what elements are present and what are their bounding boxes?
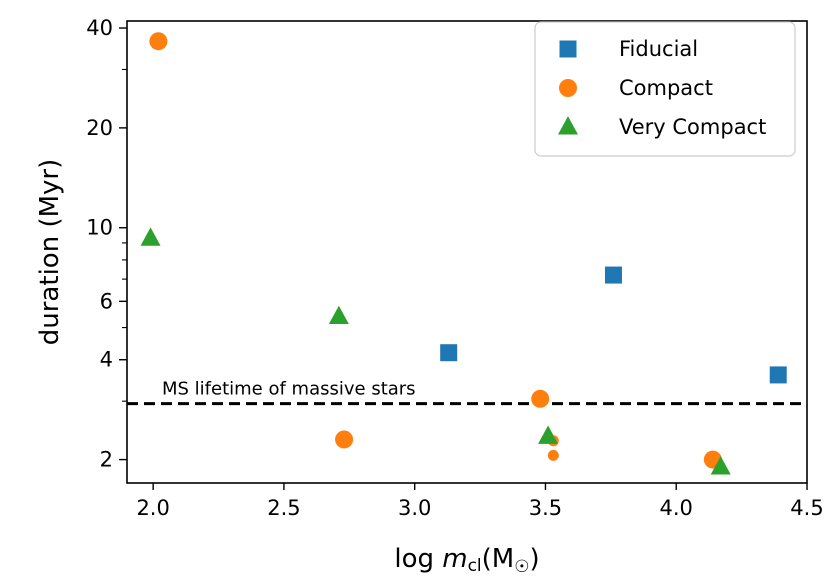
x-tick-label: 2.5 <box>267 496 300 520</box>
legend-items: Fiducial Compact Very Compact <box>558 37 766 139</box>
legend-marker-very-compact <box>558 116 578 135</box>
legend-label-fiducial: Fiducial <box>619 37 698 61</box>
x-tick-label: 3.0 <box>398 496 431 520</box>
hline-layer: MS lifetime of massive stars <box>127 379 807 406</box>
x-tick-label: 4.5 <box>790 496 823 520</box>
x-axis-title: log mcl(M☉) <box>394 544 539 577</box>
x-axis: 2.0 2.5 3.0 3.5 4.0 4.5 <box>136 483 824 520</box>
legend-label-compact: Compact <box>619 76 713 100</box>
x-tick-label: 4.0 <box>660 496 693 520</box>
x-axis-title-open: (M <box>482 544 515 574</box>
y-tick-label: 6 <box>100 289 113 313</box>
legend-marker-fiducial <box>559 40 577 58</box>
very-compact-point <box>538 425 559 444</box>
legend-frame <box>534 21 796 157</box>
very-compact-point <box>710 456 731 475</box>
legend-label-very-compact: Very Compact <box>619 115 766 139</box>
y-tick-label: 4 <box>100 348 113 372</box>
fiducial-point <box>769 366 787 384</box>
x-axis-title-var: m <box>442 544 467 574</box>
compact-point <box>149 32 168 51</box>
points-layer <box>140 32 787 475</box>
fiducial-point <box>604 266 622 284</box>
ms-lifetime-label: MS lifetime of massive stars <box>162 379 416 400</box>
very-compact-point <box>140 227 161 246</box>
y-tick-label: 40 <box>86 16 113 40</box>
legend-marker-compact <box>559 79 577 97</box>
y-tick-label: 2 <box>100 448 113 472</box>
x-tick-label: 2.0 <box>136 496 169 520</box>
compact-point <box>531 389 550 408</box>
x-axis-title-sub: cl <box>468 556 482 576</box>
very-compact-point <box>328 305 349 325</box>
x-tick-label: 3.5 <box>529 496 562 520</box>
y-axis: 2 4 6 10 20 40 <box>86 16 127 472</box>
compact-point <box>335 430 354 449</box>
y-axis-title: duration (Myr) <box>35 159 65 345</box>
x-axis-title-prefix: log <box>394 544 442 574</box>
legend: Fiducial Compact Very Compact <box>534 21 796 157</box>
plot-frame <box>126 20 808 484</box>
y-tick-label: 10 <box>86 216 113 240</box>
fiducial-point <box>440 344 458 362</box>
compact-point <box>547 449 559 461</box>
x-axis-title-sun: ☉ <box>514 557 529 577</box>
y-tick-label: 20 <box>86 116 113 140</box>
x-axis-title-close: ) <box>529 544 539 574</box>
